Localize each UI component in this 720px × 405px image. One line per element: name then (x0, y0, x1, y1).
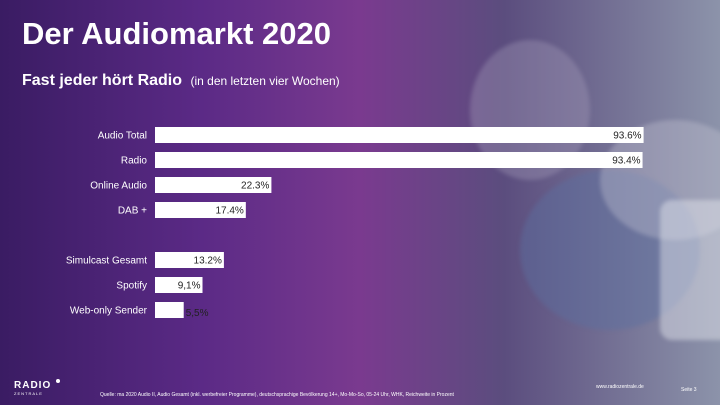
bar (155, 177, 272, 193)
value-label: 93.4% (612, 156, 640, 167)
value-label: 5,5% (186, 308, 209, 319)
bar (155, 277, 203, 293)
category-label: Online Audio (90, 181, 147, 192)
footer-page-number: Seite 3 (681, 387, 697, 393)
bar (155, 202, 246, 218)
background-photo-shape (660, 200, 720, 340)
footer-url: www.radiozentrale.de (596, 384, 644, 390)
bar (155, 127, 644, 143)
subtitle-main: Fast jeder hört Radio (22, 72, 183, 89)
value-label: 22.3% (241, 181, 269, 192)
footer-source: Quelle: ma 2020 Audio II, Audio Gesamt (… (100, 392, 454, 398)
bar (155, 152, 643, 168)
value-label: 17.4% (215, 206, 243, 217)
category-label: Audio Total (98, 131, 147, 142)
bar (155, 252, 224, 268)
slide-title: Der Audiomarkt 2020 (22, 16, 331, 51)
value-label: 93.6% (613, 131, 641, 142)
radiozentrale-logo: RADIO ZENTRALE (14, 379, 60, 396)
subtitle-note: (in den letzten vier Wochen) (190, 74, 340, 88)
category-label: Web-only Sender (70, 306, 148, 317)
category-label: Simulcast Gesamt (66, 256, 147, 267)
category-label: Radio (121, 156, 148, 167)
value-label: 9,1% (178, 281, 201, 292)
category-label: DAB + (118, 206, 147, 217)
background-photo-shape (520, 170, 700, 330)
category-label: Spotify (116, 281, 147, 292)
slide-subtitle: Fast jeder hört Radio (in den letzten vi… (22, 72, 340, 90)
value-label: 13.2% (194, 256, 222, 267)
bar (155, 302, 184, 318)
